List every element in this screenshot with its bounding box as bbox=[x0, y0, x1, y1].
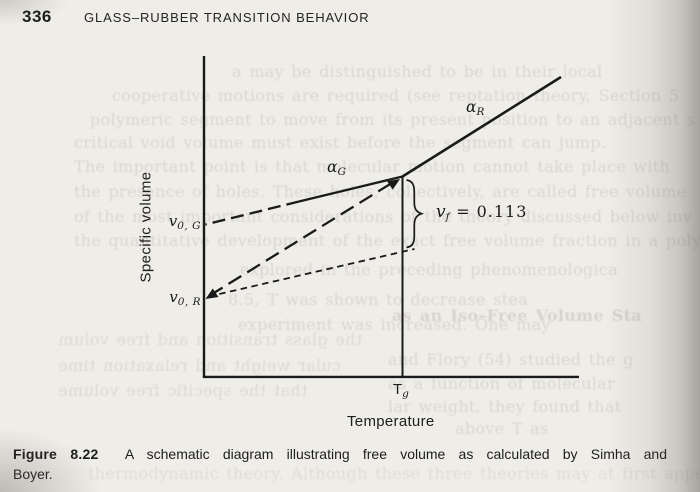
bleed-through-line: lar weight, they found that bbox=[388, 397, 622, 416]
bleed-through-line: thermodynamic theory. Although these thr… bbox=[88, 464, 700, 483]
bleed-through-line: of the most important considerations of … bbox=[74, 207, 693, 226]
bleed-through-line: polymeric segment to move from its prese… bbox=[90, 110, 696, 129]
glassy-line-dashed bbox=[205, 200, 300, 226]
rubbery-line bbox=[401, 75, 562, 178]
bleed-through-line: explored in the preceding phenomenologic… bbox=[240, 260, 618, 279]
bleed-through-line: above T as bbox=[455, 419, 549, 438]
caption-line-1: Figure 8.22 A schematic diagram illustra… bbox=[13, 446, 668, 462]
caption-figure-label: Figure 8.22 bbox=[13, 446, 99, 462]
tg-label: Tg bbox=[393, 381, 410, 400]
free-volume-value-label: vf = 0.113 bbox=[436, 202, 528, 223]
glassy-line-solid bbox=[298, 175, 403, 203]
figure-caption: Figure 8.22 A schematic diagram illustra… bbox=[13, 444, 667, 484]
running-head: GLASS–RUBBER TRANSITION BEHAVIOR bbox=[84, 10, 370, 25]
alpha-g-label: αG bbox=[327, 158, 347, 178]
bleed-through-line: critical void volume must exist before t… bbox=[74, 133, 607, 152]
bleed-through-line: as an Iso–Free Volume Sta bbox=[392, 306, 642, 325]
bleed-through-line: as a function of molecular bbox=[388, 374, 615, 393]
bleed-through-line: the quantitative development of the exac… bbox=[74, 231, 700, 250]
v0g-label: v0, G bbox=[168, 212, 201, 232]
bleed-through-line: 8.5, T was shown to decrease stea bbox=[228, 290, 528, 309]
y-axis-title: Specific volume bbox=[137, 171, 155, 283]
v0r-label: v0, R bbox=[169, 288, 201, 308]
arrowhead-junction bbox=[387, 179, 400, 190]
arrowhead-v0r bbox=[205, 288, 219, 299]
free-volume-brace bbox=[406, 179, 425, 249]
bleed-through-line: The important point is that molecular mo… bbox=[74, 157, 671, 176]
x-axis-title: Temperature bbox=[347, 413, 435, 430]
caption-line-2: Boyer. bbox=[13, 466, 53, 482]
rubbery-extrapolation-dashed bbox=[212, 182, 392, 295]
free-volume-baseline-dashed bbox=[208, 248, 415, 298]
bleed-through-line: experiment was increased. One may bbox=[238, 315, 551, 334]
alpha-r-label: αR bbox=[466, 98, 485, 118]
bleed-through-line: and Flory (54) studied the g bbox=[388, 350, 634, 369]
page-number: 336 bbox=[22, 7, 52, 26]
bleed-through-line: a may be distinguished to be in their lo… bbox=[232, 62, 603, 81]
